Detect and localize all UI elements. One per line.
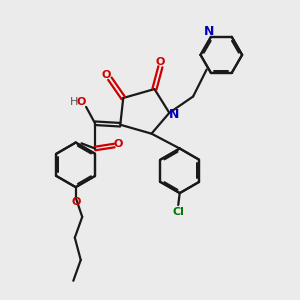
Text: O: O: [77, 98, 86, 107]
Text: H: H: [69, 98, 78, 107]
Text: O: O: [113, 139, 123, 149]
Text: N: N: [169, 108, 179, 121]
Text: O: O: [71, 197, 80, 207]
Text: O: O: [101, 70, 111, 80]
Text: O: O: [156, 57, 165, 67]
Text: Cl: Cl: [172, 206, 184, 217]
Text: N: N: [204, 25, 214, 38]
